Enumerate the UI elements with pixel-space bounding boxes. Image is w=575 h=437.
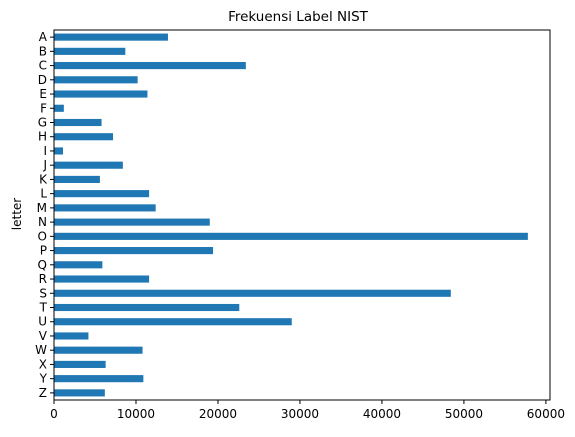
bar-x — [54, 360, 106, 368]
y-tick-label: X — [39, 357, 47, 371]
bar-e — [54, 90, 148, 98]
x-tick-label: 40000 — [363, 407, 401, 421]
y-tick-label: O — [38, 229, 47, 243]
bar-l — [54, 190, 150, 198]
bar-b — [54, 47, 126, 55]
y-tick-label: A — [39, 30, 48, 44]
y-tick-label: P — [40, 244, 47, 258]
bar-y — [54, 375, 144, 383]
bar-k — [54, 175, 100, 183]
x-tick-label: 10000 — [117, 407, 155, 421]
y-tick-label: R — [39, 272, 47, 286]
y-tick-label: D — [38, 73, 47, 87]
bar-f — [54, 104, 64, 112]
x-tick-label: 50000 — [445, 407, 483, 421]
bar-q — [54, 261, 103, 269]
y-tick-label: K — [39, 172, 48, 186]
y-tick-label: L — [40, 187, 47, 201]
y-tick-label: V — [39, 329, 48, 343]
y-tick-label: N — [38, 215, 47, 229]
x-ticks-group: 0 10000 20000 30000 40000 50000 60000 — [50, 400, 565, 421]
y-tick-label: E — [39, 87, 47, 101]
y-tick-label: M — [37, 201, 47, 215]
y-tick-label: J — [42, 158, 47, 172]
y-tick-label: T — [39, 301, 48, 315]
y-tick-label: Z — [39, 386, 47, 400]
y-tick-label: U — [38, 315, 47, 329]
bar-p — [54, 247, 214, 255]
bar-c — [54, 62, 246, 70]
x-tick-label: 30000 — [281, 407, 319, 421]
x-tick-label: 0 — [50, 407, 58, 421]
bar-o — [54, 232, 528, 240]
y-tick-label: F — [40, 101, 47, 115]
y-tick-label: S — [39, 286, 47, 300]
y-tick-label: C — [39, 59, 47, 73]
bar-a — [54, 33, 168, 41]
x-tick-label: 20000 — [199, 407, 237, 421]
bar-h — [54, 133, 114, 141]
y-tick-label: B — [39, 44, 47, 58]
bar-z — [54, 389, 105, 397]
bar-t — [54, 303, 240, 312]
y-tick-label: I — [43, 144, 47, 158]
bars-group — [54, 33, 528, 397]
bar-g — [54, 118, 102, 127]
y-tick-label: W — [35, 343, 47, 357]
bar-i — [54, 147, 64, 155]
chart-title: Frekuensi Label NIST — [228, 9, 369, 25]
y-tick-label: G — [38, 116, 47, 130]
bar-j — [54, 161, 123, 169]
bar-d — [54, 76, 138, 84]
bar-u — [54, 318, 292, 326]
bar-r — [54, 275, 150, 283]
bar-m — [54, 204, 156, 212]
x-tick-label: 60000 — [527, 407, 565, 421]
y-axis-label: letter — [10, 198, 24, 231]
bar-s — [54, 289, 451, 297]
bar-w — [54, 346, 143, 354]
bar-n — [54, 218, 210, 226]
y-tick-label: Y — [39, 372, 48, 386]
bar-v — [54, 332, 89, 340]
plot-frame — [53, 29, 551, 401]
y-tick-label: H — [38, 130, 47, 144]
y-tick-label: Q — [38, 258, 47, 272]
